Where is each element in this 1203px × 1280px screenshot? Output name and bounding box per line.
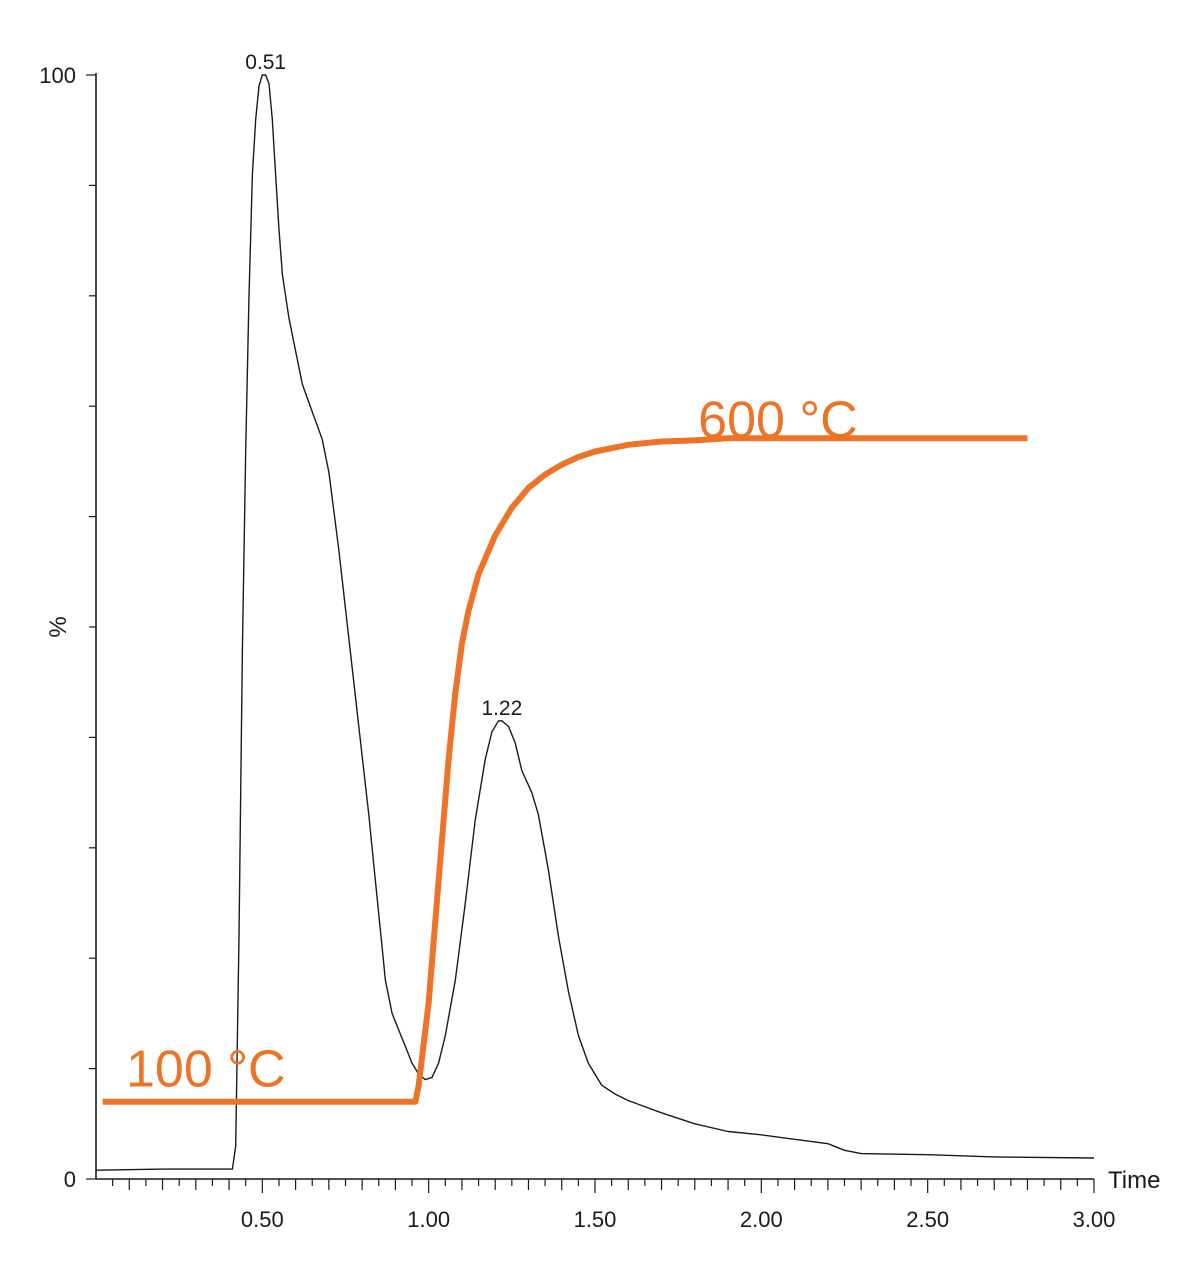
temperature-label-600c: 600 °C (698, 391, 858, 449)
x-tick-label: 1.50 (574, 1207, 617, 1232)
x-tick-label: 1.00 (407, 1207, 450, 1232)
axes-layer: 0.50 1.00 1.50 2.00 2.50 3.00 0 100% Time (39, 63, 1160, 1232)
temperature-label-100c: 100 °C (126, 1041, 286, 1099)
x-tick-label: 0.50 (241, 1207, 284, 1232)
temperature-profile-line (102, 435, 1028, 1105)
peak-label-0-51: 0.51 (245, 51, 286, 74)
signal-trace-line (95, 74, 1095, 1171)
y-tick-label: 100 (39, 63, 76, 88)
x-axis-title: Time (1108, 1167, 1160, 1194)
series-layer (95, 74, 1095, 1171)
annotation-layer: 0.51 1.22 100 °C 600 °C (126, 51, 858, 1099)
y-axis-title: % (45, 616, 72, 637)
x-tick-label: 2.00 (740, 1207, 783, 1232)
y-tick-label: 0 (64, 1167, 76, 1192)
x-tick-label: 3.00 (1073, 1207, 1116, 1232)
x-tick-label: 2.50 (906, 1207, 949, 1232)
peak-label-1-22: 1.22 (481, 697, 522, 720)
